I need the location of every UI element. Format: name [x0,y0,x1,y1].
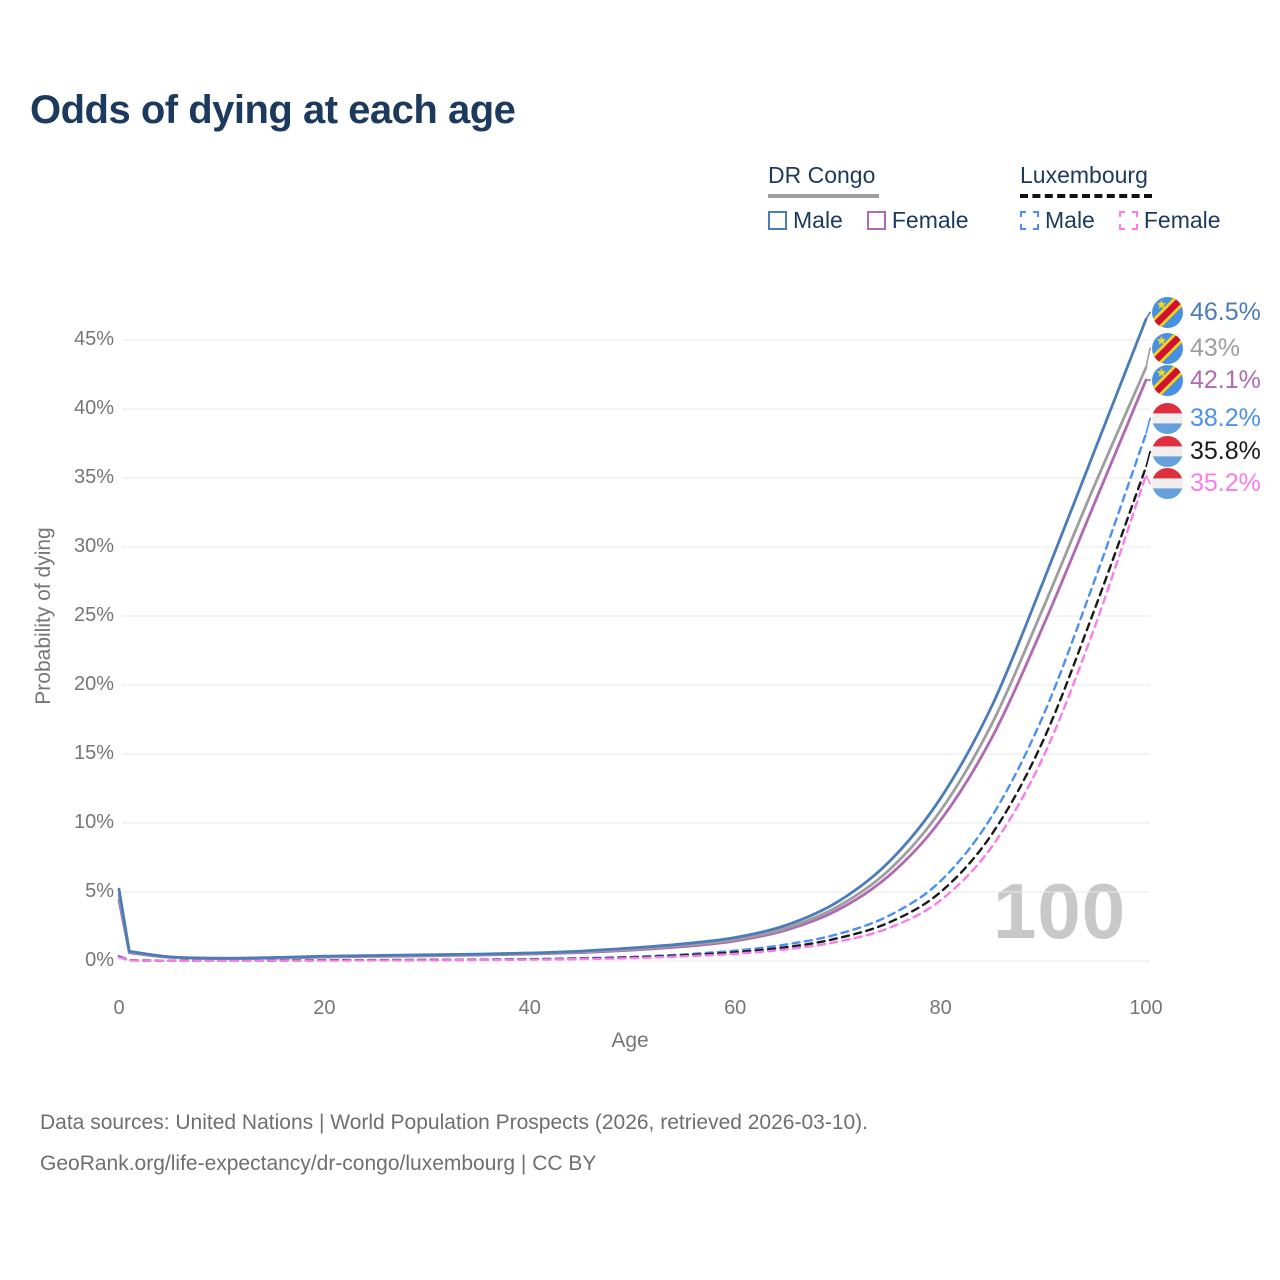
end-label-dr-congo-female: 42.1% [1152,364,1261,396]
x-tick-0: 0 [113,997,125,1019]
y-tick-5: 5% [85,880,114,902]
flag-luxembourg-icon [1152,436,1183,468]
x-tick-20: 20 [313,997,336,1019]
series-dr-congo-female [117,378,1148,961]
legend-item-luxembourg-female[interactable]: Female [1118,207,1221,234]
end-label-value-luxembourg-female: 35.2% [1190,469,1261,498]
legend-label-luxembourg-female: Female [1143,207,1221,233]
end-label-dr-congo-male: 46.5% [1152,296,1261,328]
series-luxembourg-female [117,474,1148,963]
series-luxembourg-male [117,432,1148,962]
end-label-dr-congo-overall: 43% [1152,332,1240,364]
end-label-value-dr-congo-overall: 43% [1190,333,1241,362]
legend-label-luxembourg-male: Male [1045,207,1095,233]
x-tick-100: 100 [1129,997,1163,1019]
y-tick-40: 40% [73,397,114,419]
legend-item-dr-congo-male[interactable]: Male [768,207,843,234]
page-title: Odds of dying at each age [30,88,516,132]
legend-label-dr-congo-male: Male [793,207,843,233]
flag-luxembourg-icon [1152,468,1183,500]
x-tick-60: 60 [724,997,747,1019]
y-tick-45: 45% [73,328,114,350]
x-axis-title: Age [611,1029,649,1052]
legend-label-dr-congo-female: Female [891,207,969,233]
flag-luxembourg-icon [1152,403,1183,435]
legend-group-luxembourg: Luxembourg Male Female [1020,162,1221,234]
flag-dr-congo-icon [1152,364,1183,396]
footer: Data sources: United Nations | World Pop… [40,1102,868,1184]
leader-dr-congo-overall [1145,347,1151,368]
legend-swatch-dr-congo-male [768,211,787,230]
y-tick-35: 35% [73,466,114,488]
end-label-value-luxembourg-overall: 35.8% [1190,437,1261,466]
legend-header-dr-congo: DR Congo [768,162,880,198]
series-dr-congo-male [117,317,1148,960]
y-tick-10: 10% [73,811,114,833]
leader-luxembourg-male [1145,417,1151,435]
end-label-value-luxembourg-male: 38.2% [1190,404,1261,433]
flag-dr-congo-icon [1152,296,1183,328]
legend-swatch-luxembourg-female [1118,211,1138,230]
end-label-value-dr-congo-male: 46.5% [1190,297,1261,326]
footer-data-sources: Data sources: United Nations | World Pop… [40,1111,869,1134]
flag-dr-congo-icon [1152,332,1183,364]
legend-item-dr-congo-female[interactable]: Female [866,207,969,234]
legend-item-luxembourg-male[interactable]: Male [1020,207,1095,234]
x-tick-40: 40 [518,997,541,1019]
x-tick-80: 80 [929,997,952,1019]
y-tick-20: 20% [73,673,114,695]
end-label-luxembourg-female: 35.2% [1152,468,1261,500]
leader-dr-congo-male [1145,311,1151,320]
legend-header-luxembourg: Luxembourg [1020,162,1152,198]
series-luxembourg-overall [117,465,1148,962]
end-label-value-dr-congo-female: 42.1% [1190,365,1261,394]
footer-attribution: GeoRank.org/life-expectancy/dr-congo/lux… [40,1152,597,1175]
legend-swatch-luxembourg-male [1020,211,1039,230]
leader-luxembourg-female [1145,474,1151,485]
watermark-100: 100 [993,867,1127,955]
y-tick-25: 25% [73,604,114,626]
leader-luxembourg-overall [1145,451,1151,468]
legend-swatch-dr-congo-female [866,211,886,230]
y-tick-15: 15% [73,742,114,764]
legend-group-dr-congo: DR Congo Male Female [768,162,969,234]
end-label-luxembourg-male: 38.2% [1152,403,1261,435]
y-tick-0: 0% [85,949,114,971]
end-label-luxembourg-overall: 35.8% [1152,436,1261,468]
series-dr-congo-overall [117,366,1148,960]
y-tick-30: 30% [73,535,114,557]
